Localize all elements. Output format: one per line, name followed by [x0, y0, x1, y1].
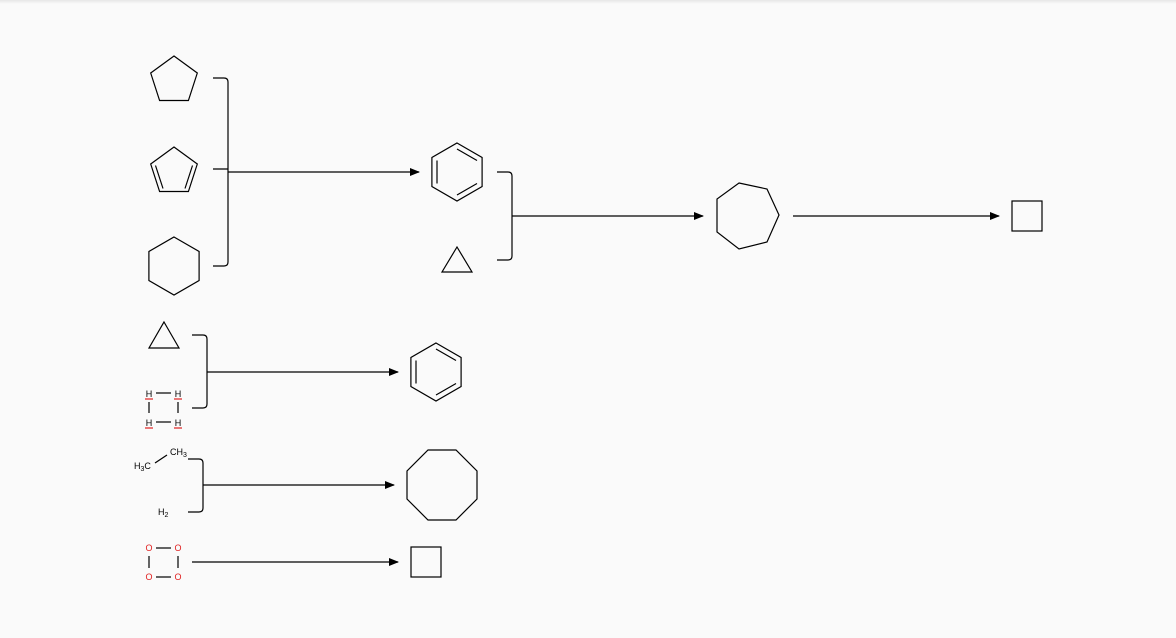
oxygen-label: O [174, 543, 181, 553]
reactant-bracket [192, 334, 208, 409]
oxygen-label: O [174, 572, 181, 582]
reaction-2 [440, 171, 780, 273]
benzene-molecule [410, 342, 462, 402]
cycloheptane-molecule [716, 182, 780, 250]
cyclopropane-molecule [440, 245, 474, 273]
hydrogen-label: H [146, 418, 153, 428]
cyclobutane-molecule [410, 546, 442, 578]
hydrogen-molecule: H2 [158, 507, 169, 519]
reaction-1 [148, 55, 483, 296]
hydrogen-label: H [175, 418, 182, 428]
reaction-3 [793, 200, 1043, 232]
reactant-bracket [497, 171, 513, 261]
ethane-molecule: H3C CH3 [134, 447, 187, 473]
reaction-4: H H H H [145, 320, 462, 429]
h4-square-molecule: H H H H [145, 389, 182, 429]
reactant-bracket [188, 458, 204, 513]
cyclohexane-molecule [148, 236, 200, 296]
oxygen-label: O [145, 572, 152, 582]
ch3-label: CH3 [170, 447, 187, 459]
benzene-molecule [431, 142, 483, 202]
h3c-label: H3C [134, 461, 151, 473]
window-top-shadow [0, 0, 1176, 4]
cyclopentane-molecule [149, 55, 199, 102]
reactant-bracket [213, 77, 229, 267]
cyclopentadiene-molecule [149, 146, 199, 193]
hydrogen-label: H [175, 389, 182, 399]
cyclooctane-molecule [406, 449, 478, 521]
reaction-6: O O O O [145, 543, 442, 582]
reaction-5: H3C CH3 H2 [134, 447, 478, 521]
oxygen-label: O [145, 543, 152, 553]
cyclopropane-molecule [147, 320, 181, 349]
cyclobutane-molecule [1011, 200, 1043, 232]
hydrogen-label: H [146, 389, 153, 399]
o4-square-molecule: O O O O [145, 543, 181, 582]
